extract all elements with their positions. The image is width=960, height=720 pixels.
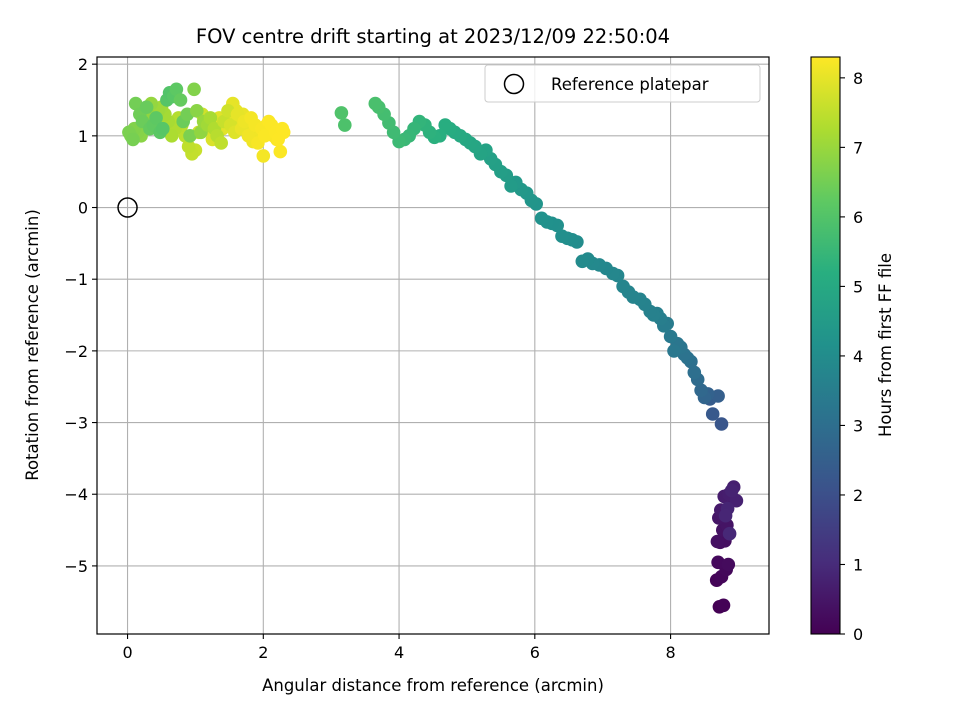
data-point	[663, 329, 678, 344]
x-tick-label: 8	[665, 643, 675, 662]
colorbar-tick-label: 2	[853, 486, 863, 505]
colorbar-tick-label: 7	[853, 138, 863, 157]
data-point	[555, 229, 569, 243]
plot-area	[96, 56, 770, 635]
data-point	[504, 179, 518, 193]
data-point	[721, 557, 736, 572]
data-point	[710, 534, 725, 549]
data-point	[214, 136, 228, 150]
colorbar-label: Hours from first FF file	[876, 253, 895, 437]
data-point	[694, 383, 708, 398]
data-point	[241, 129, 256, 143]
colorbar-tick-label: 6	[853, 208, 863, 227]
data-point	[275, 121, 290, 136]
data-point	[149, 111, 163, 125]
data-point	[667, 344, 681, 358]
legend-entry-reference-platepar: Reference platepar	[551, 75, 709, 94]
x-tick-label: 2	[258, 643, 268, 662]
colorbar-tick-label: 4	[853, 347, 863, 366]
x-axis-label: Angular distance from reference (arcmin)	[262, 676, 604, 695]
colorbar-tick-label: 3	[853, 416, 863, 435]
y-tick-label: −5	[64, 557, 88, 576]
x-axis: 0 2 4 6 8	[122, 634, 676, 662]
data-point	[368, 96, 383, 111]
chart-title: FOV centre drift starting at 2023/12/09 …	[196, 25, 670, 48]
colorbar-gradient	[810, 56, 841, 635]
data-point	[173, 93, 188, 107]
data-point	[687, 365, 702, 380]
data-point	[183, 129, 197, 143]
colorbar-tick-label: 8	[853, 69, 863, 88]
data-point	[616, 279, 630, 294]
data-point	[534, 211, 549, 226]
x-tick-label: 6	[530, 643, 540, 662]
data-point	[705, 407, 720, 421]
y-tick-label: 2	[78, 55, 88, 74]
data-point	[716, 598, 731, 613]
data-points	[122, 82, 744, 614]
legend: Reference platepar	[484, 64, 761, 103]
data-point	[271, 132, 286, 147]
data-point	[169, 82, 184, 97]
data-point	[187, 82, 201, 97]
data-point	[718, 508, 733, 523]
colorbar-ticks: 0 1 2 3 4 5 6 7 8	[840, 69, 863, 644]
x-tick-label: 4	[394, 643, 404, 662]
data-point	[181, 139, 196, 154]
colorbar: 0 1 2 3 4 5 6 7 8 Hours from first FF file	[810, 56, 895, 644]
data-point	[711, 555, 725, 570]
y-tick-label: −4	[64, 485, 88, 504]
y-axis-label: Rotation from reference (arcmin)	[23, 209, 42, 481]
data-point	[714, 417, 729, 431]
data-point	[711, 389, 725, 403]
data-point	[722, 526, 737, 541]
data-point	[126, 132, 140, 147]
reference-platepar-marker	[117, 197, 138, 218]
data-point	[273, 144, 288, 159]
data-point	[334, 106, 349, 120]
y-tick-label: 1	[78, 127, 88, 146]
colorbar-tick-label: 1	[853, 555, 863, 574]
data-point	[438, 118, 453, 132]
x-tick-label: 0	[122, 643, 132, 662]
data-point	[256, 149, 271, 163]
data-point	[575, 254, 590, 269]
data-point	[203, 111, 218, 125]
y-axis: 2 1 0 −1 −2 −3 −4 −5	[64, 55, 97, 576]
y-tick-label: 0	[78, 199, 88, 218]
y-tick-label: −3	[64, 414, 88, 433]
y-tick-label: −2	[64, 342, 88, 361]
data-point	[338, 118, 352, 132]
data-point	[139, 100, 154, 114]
legend-marker	[503, 73, 525, 95]
data-point	[190, 104, 204, 118]
data-point	[156, 121, 170, 136]
y-tick-label: −1	[64, 270, 88, 289]
data-point	[729, 493, 744, 508]
colorbar-tick-label: 5	[853, 277, 863, 296]
data-point	[128, 96, 143, 111]
colorbar-tick-label: 0	[853, 625, 863, 644]
legend-box	[484, 64, 761, 103]
data-point	[257, 129, 272, 143]
data-point	[724, 483, 739, 498]
